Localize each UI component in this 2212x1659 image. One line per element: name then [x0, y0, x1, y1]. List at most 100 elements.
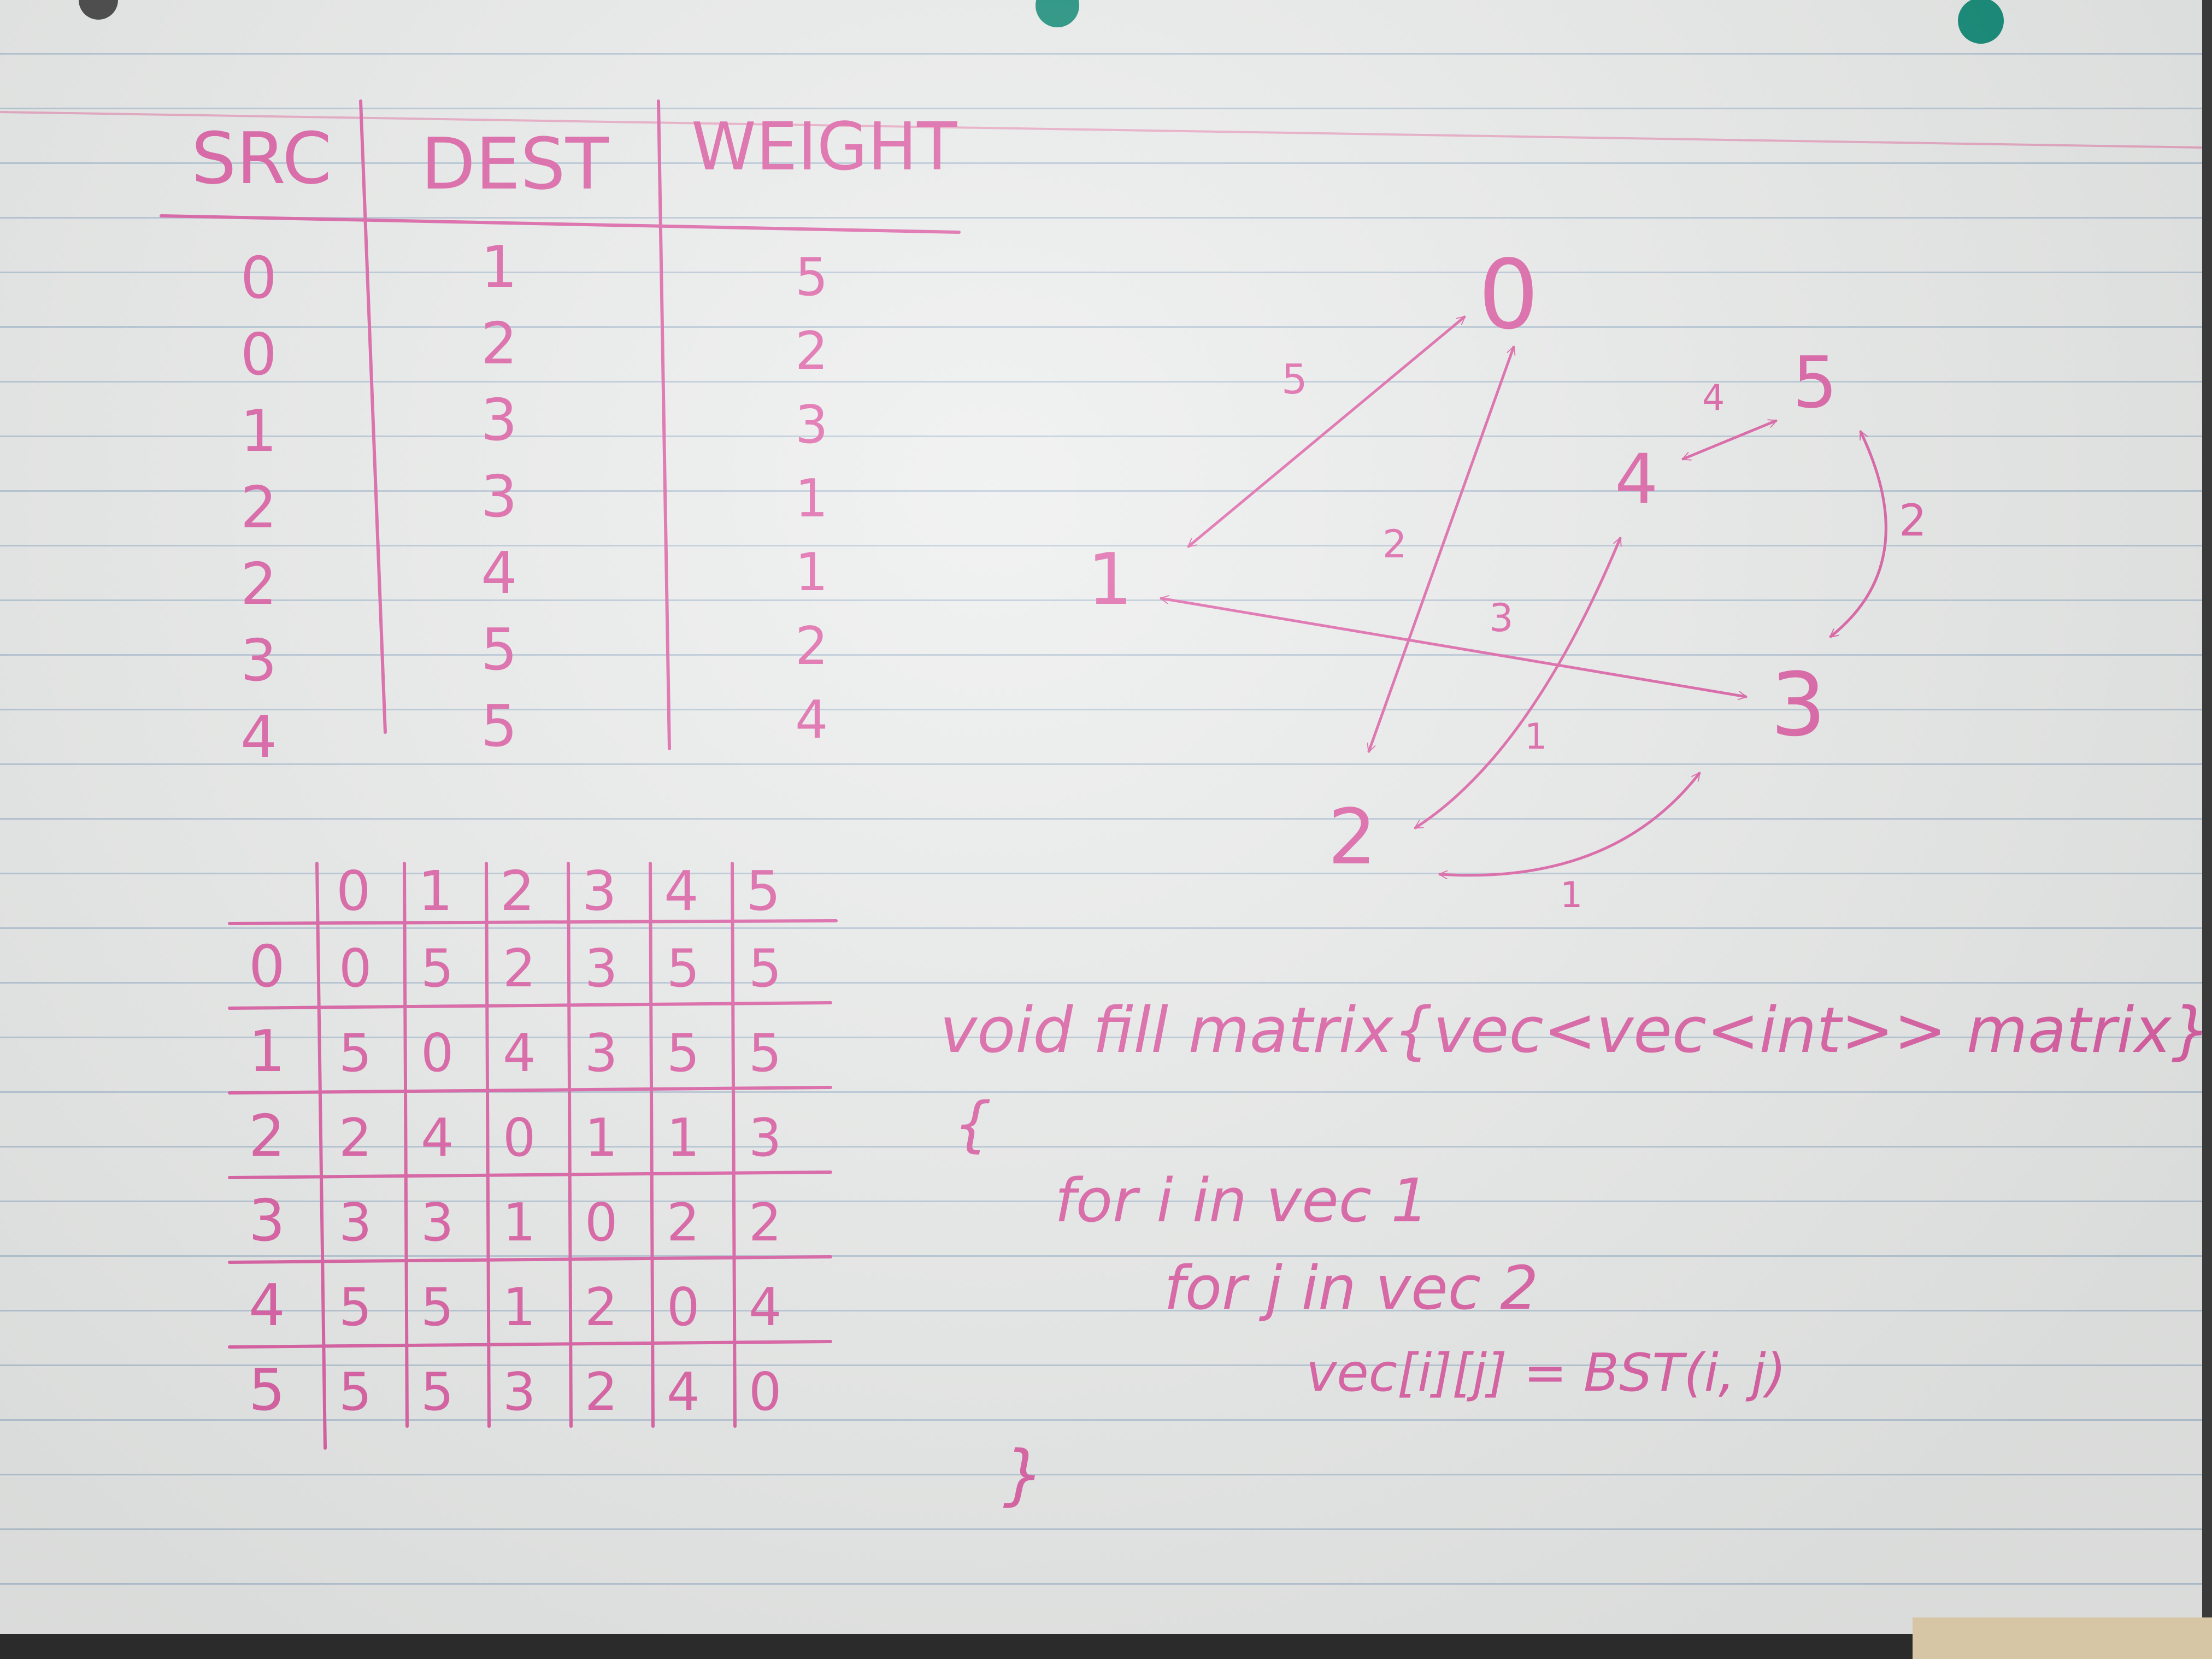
edge-dest-cell: 4 [481, 540, 517, 607]
graph-edge-1-3 [1161, 598, 1746, 697]
matrix-cell: 0 [749, 1362, 781, 1422]
matrix-cell: 2 [749, 1193, 781, 1253]
edge-table-rows: 0 1 5 0 2 2 1 3 3 2 3 1 2 4 1 3 5 2 4 5 4 [240, 234, 828, 770]
matrix-cell: 5 [421, 1278, 454, 1338]
header-src: SRC [191, 117, 332, 200]
edge-weight-label: 4 [1702, 378, 1725, 419]
edge-weight-cell: 2 [795, 321, 828, 381]
edge-dest-cell: 1 [481, 234, 517, 301]
matrix-cell: 5 [339, 1362, 372, 1422]
matrix-cell: 5 [667, 939, 699, 999]
matrix-cell: 1 [585, 1108, 617, 1168]
matrix-rule [403, 862, 409, 1428]
matrix-cell: 3 [749, 1108, 781, 1168]
matrix-cell: 5 [421, 1362, 454, 1422]
background-floor [0, 1634, 2212, 1659]
edge-weight-label: 1 [1525, 716, 1547, 757]
matrix-cell: 2 [585, 1278, 617, 1338]
matrix-cell: 5 [339, 1023, 372, 1084]
matrix-cell: 5 [421, 939, 454, 999]
edge-weight-label: 5 [1281, 355, 1308, 403]
matrix-cell: 2 [585, 1362, 617, 1422]
table-column-divider [657, 99, 671, 750]
edge-weight-cell: 4 [795, 690, 828, 750]
graph-edge-2-4 [1415, 538, 1620, 829]
matrix-row-label: 5 [249, 1357, 285, 1423]
matrix-cell: 0 [339, 939, 372, 999]
edge-weight-cell: 5 [795, 248, 828, 308]
code-line: void fill matrix{vec<vec<int>> matrix} [940, 994, 2202, 1067]
graph-node-3: 3 [1770, 654, 1826, 756]
code-line: } [1003, 1437, 1044, 1513]
edge-weight-cell: 3 [795, 395, 828, 455]
matrix-cell: 3 [503, 1362, 536, 1422]
matrix-cell: 4 [503, 1023, 536, 1084]
matrix-header-cell: 1 [418, 859, 453, 923]
matrix-header-cell: 4 [664, 859, 699, 923]
edge-dest-cell: 5 [481, 616, 517, 683]
matrix-cell: 5 [749, 1023, 781, 1084]
table-column-divider [359, 99, 387, 734]
graph-diagram: 0 1 2 3 4 5 5 2 3 1 1 2 4 [1087, 240, 1927, 916]
edge-src-cell: 0 [240, 245, 277, 311]
code-line: for i in vec 1 [1055, 1166, 1429, 1236]
edge-weight-cell: 1 [795, 469, 828, 529]
matrix-cell: 5 [749, 939, 781, 999]
edge-src-cell: 0 [240, 321, 277, 388]
matrix-row-label: 3 [249, 1187, 285, 1254]
matrix-cell: 0 [585, 1193, 617, 1253]
matrix-cell: 3 [585, 1023, 617, 1084]
code-line: { [954, 1089, 992, 1159]
matrix-header-cell: 2 [500, 859, 535, 923]
matrix-cell: 5 [339, 1278, 372, 1338]
binder-hole [1958, 0, 2004, 44]
matrix-row-label: 0 [249, 933, 285, 1000]
edge-weight-label: 3 [1489, 596, 1514, 640]
matrix-rule [228, 1255, 832, 1264]
matrix-cell: 1 [667, 1108, 699, 1168]
edge-src-cell: 2 [240, 551, 277, 617]
edge-dest-cell: 2 [481, 310, 517, 377]
matrix-header-cell: 5 [746, 859, 781, 923]
matrix-rule [228, 919, 838, 925]
matrix-rule [485, 862, 491, 1428]
matrix-cell: 2 [503, 939, 536, 999]
code-line: vec[i][j] = BST(i, j) [1306, 1343, 1786, 1403]
matrix-row-label: 1 [249, 1018, 285, 1085]
graph-node-2: 2 [1328, 793, 1376, 882]
matrix-cell: 2 [339, 1108, 372, 1168]
matrix-cell: 0 [667, 1278, 699, 1338]
graph-node-5: 5 [1792, 341, 1838, 424]
matrix-cell: 4 [667, 1362, 699, 1422]
edge-weight-cell: 2 [795, 616, 828, 676]
matrix-row-label: 2 [249, 1103, 285, 1169]
edge-dest-cell: 5 [481, 693, 517, 760]
margin-line [0, 111, 2202, 149]
matrix-cells: 0 1 2 3 4 50 0 5 2 3 5 51 5 0 4 3 5 52 2 4 0 1 1 33 3 3 1 0 2 24 5 5 1 2 0… [249, 859, 781, 1423]
matrix-rule [567, 862, 573, 1428]
matrix-cell: 4 [749, 1278, 781, 1338]
matrix-rule [228, 1086, 832, 1095]
matrix-grid-lines [228, 862, 838, 1450]
graph-node-4: 4 [1615, 440, 1658, 519]
graph-edge-0-1 [1189, 315, 1464, 548]
matrix-cell: 0 [421, 1023, 454, 1084]
matrix-rule [228, 1001, 832, 1010]
binder-hole [1036, 0, 1079, 27]
matrix-cell: 3 [339, 1193, 372, 1253]
matrix-rule [649, 862, 655, 1428]
edge-weight-label: 1 [1560, 875, 1582, 916]
matrix-rule [731, 862, 737, 1428]
header-dest: DEST [421, 122, 609, 205]
edge-src-cell: 1 [240, 398, 277, 464]
edge-dest-cell: 3 [481, 387, 517, 454]
edge-src-cell: 2 [240, 474, 277, 541]
matrix-header-cell: 3 [582, 859, 617, 923]
matrix-cell: 3 [585, 939, 617, 999]
graph-edge-2-3 [1438, 773, 1701, 875]
edge-dest-cell: 3 [481, 463, 517, 530]
header-weight: WEIGHT [691, 109, 957, 185]
binder-hole [79, 0, 118, 20]
matrix-cell: 4 [421, 1108, 454, 1168]
